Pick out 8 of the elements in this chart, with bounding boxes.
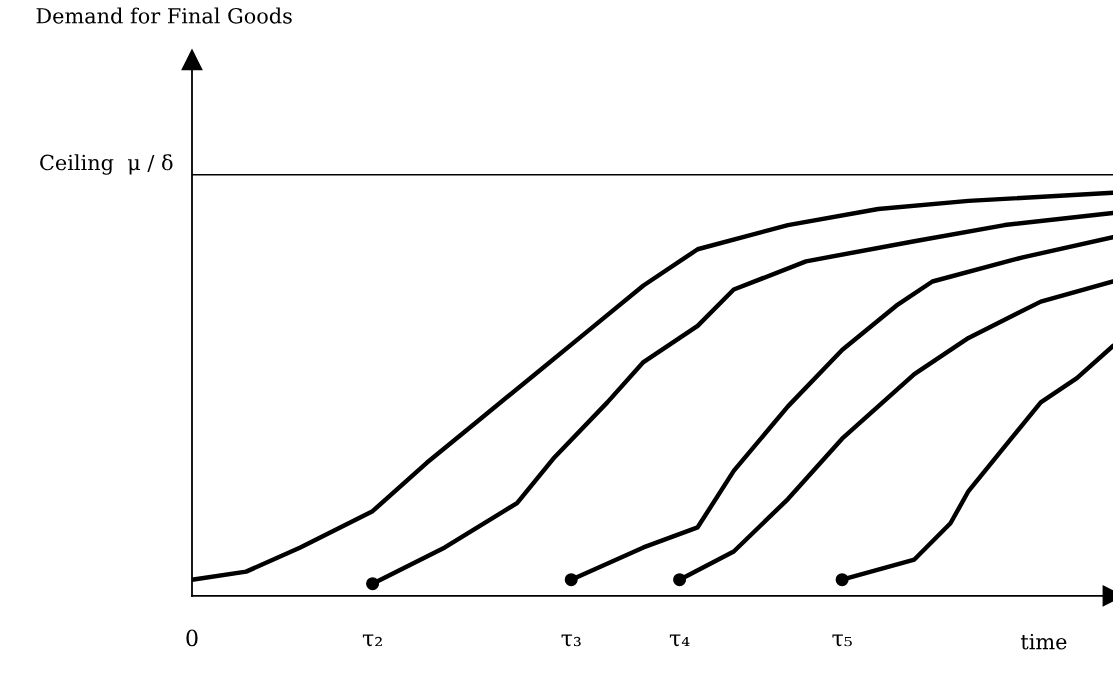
text: Demand for Final Goods xyxy=(36,7,292,24)
ref-line-label: Ceiling μ / δ xyxy=(40,154,173,175)
x-tick-label: 0 xyxy=(186,629,198,647)
x-tick-label: τ₅ xyxy=(832,634,852,647)
x-axis-title: time xyxy=(1020,633,1067,650)
x-tick-label: τ₂ xyxy=(362,634,382,647)
x-tick-label: τ₄ xyxy=(669,634,690,647)
x-tick-label: τ₃ xyxy=(561,634,581,647)
